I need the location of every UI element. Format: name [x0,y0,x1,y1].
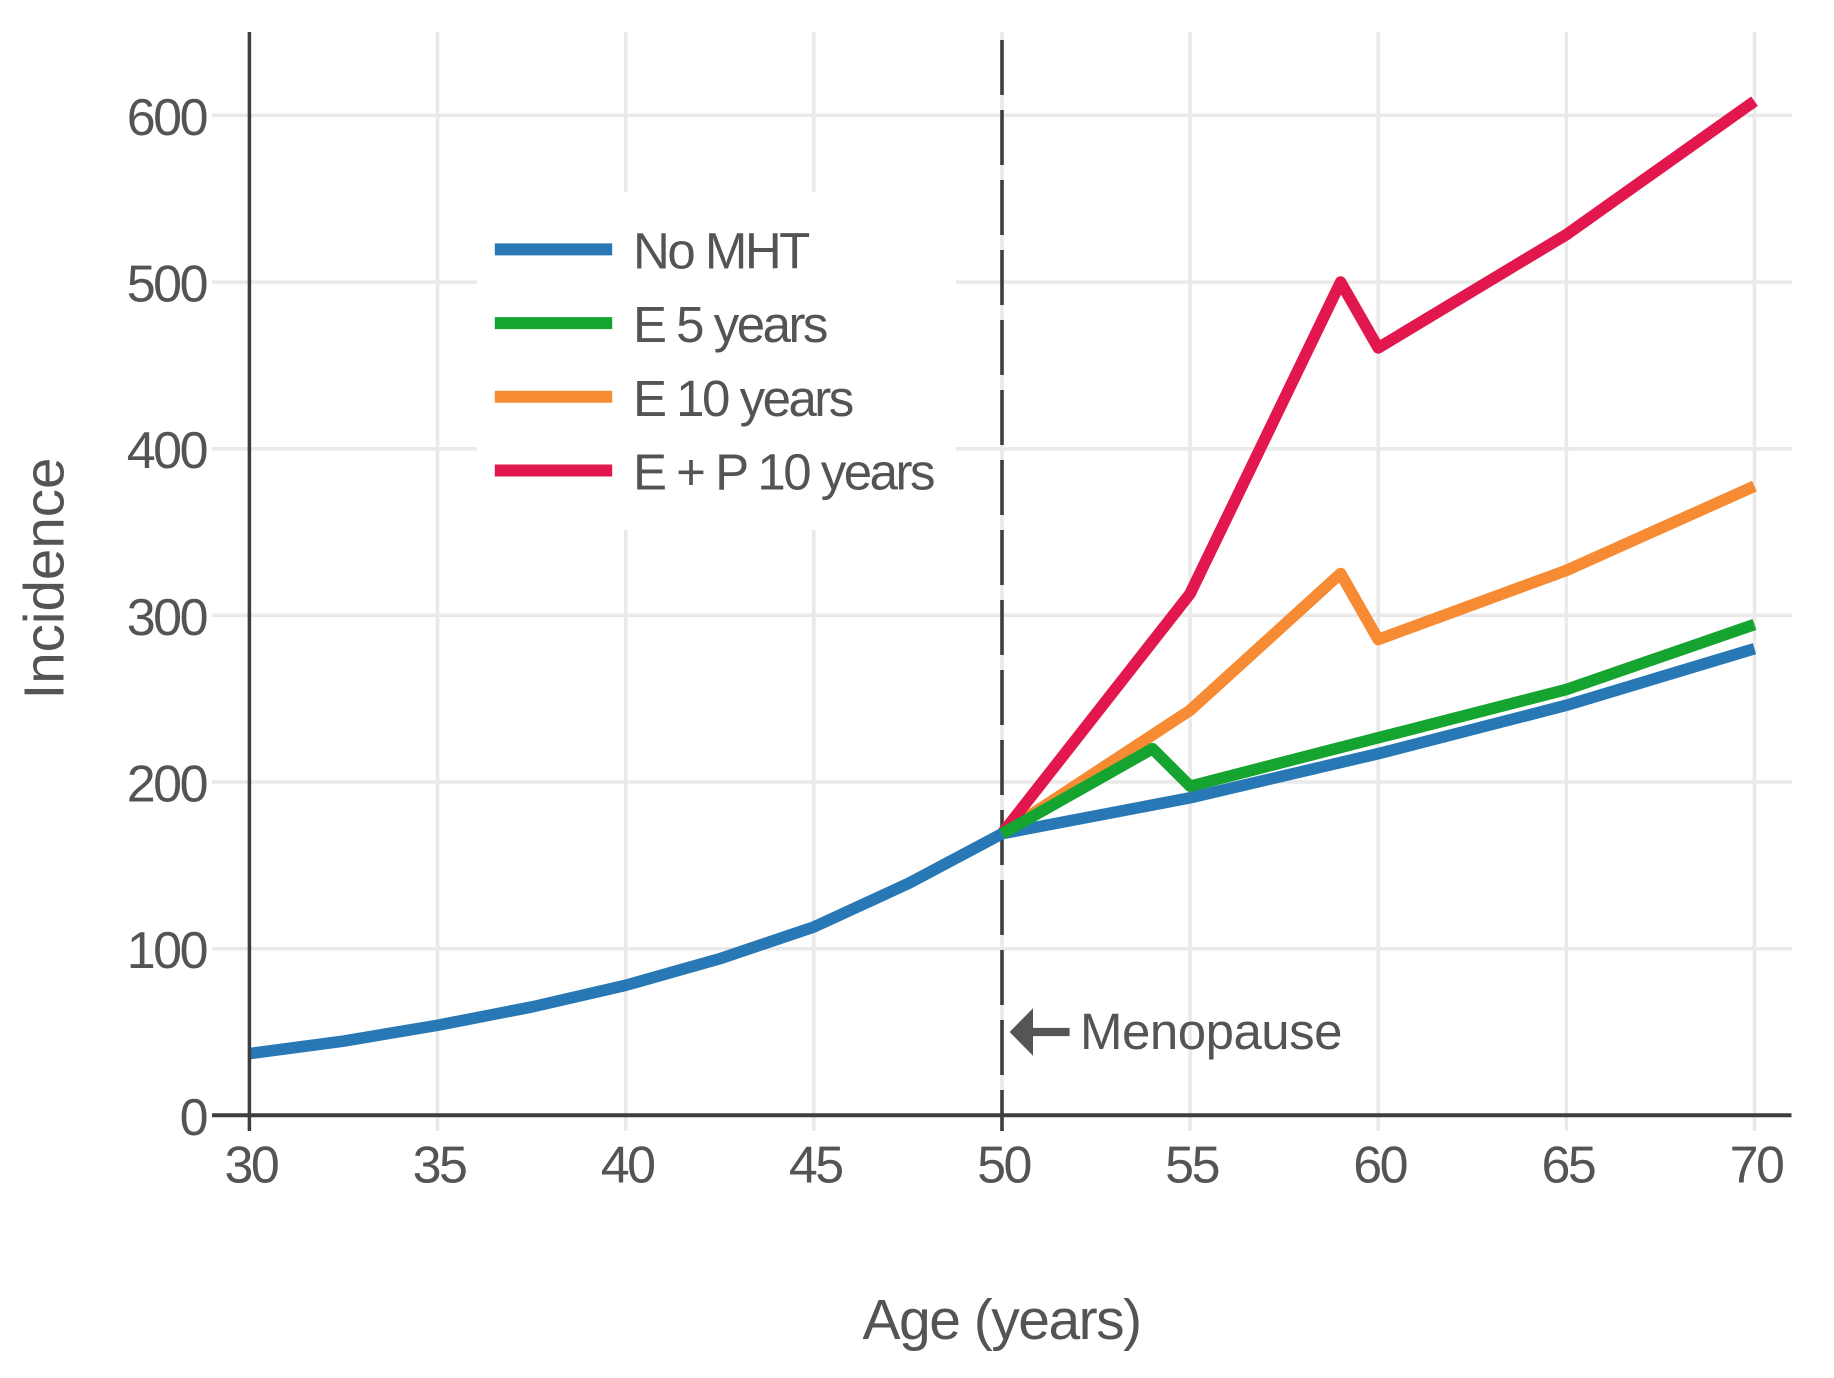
svg-text:E 5 years: E 5 years [633,296,827,353]
svg-text:100: 100 [127,922,207,980]
svg-text:50: 50 [977,1137,1030,1195]
svg-text:70: 70 [1730,1137,1783,1195]
svg-text:500: 500 [127,256,207,314]
svg-text:55: 55 [1165,1137,1218,1195]
svg-text:60: 60 [1353,1137,1406,1195]
svg-text:400: 400 [127,422,207,480]
svg-text:No MHT: No MHT [633,222,809,279]
svg-text:E 10 years: E 10 years [633,370,853,427]
svg-text:Age (years): Age (years) [863,1288,1141,1352]
svg-text:40: 40 [601,1137,654,1195]
svg-text:0: 0 [180,1089,207,1147]
svg-text:E + P 10 years: E + P 10 years [633,444,934,501]
svg-text:200: 200 [127,756,207,814]
svg-text:30: 30 [224,1137,277,1195]
svg-text:Incidence: Incidence [13,458,76,700]
svg-text:300: 300 [127,589,207,647]
svg-text:600: 600 [127,89,207,147]
svg-text:35: 35 [413,1137,466,1195]
svg-text:65: 65 [1541,1137,1594,1195]
svg-text:45: 45 [789,1137,842,1195]
svg-text:Menopause: Menopause [1080,1003,1342,1060]
